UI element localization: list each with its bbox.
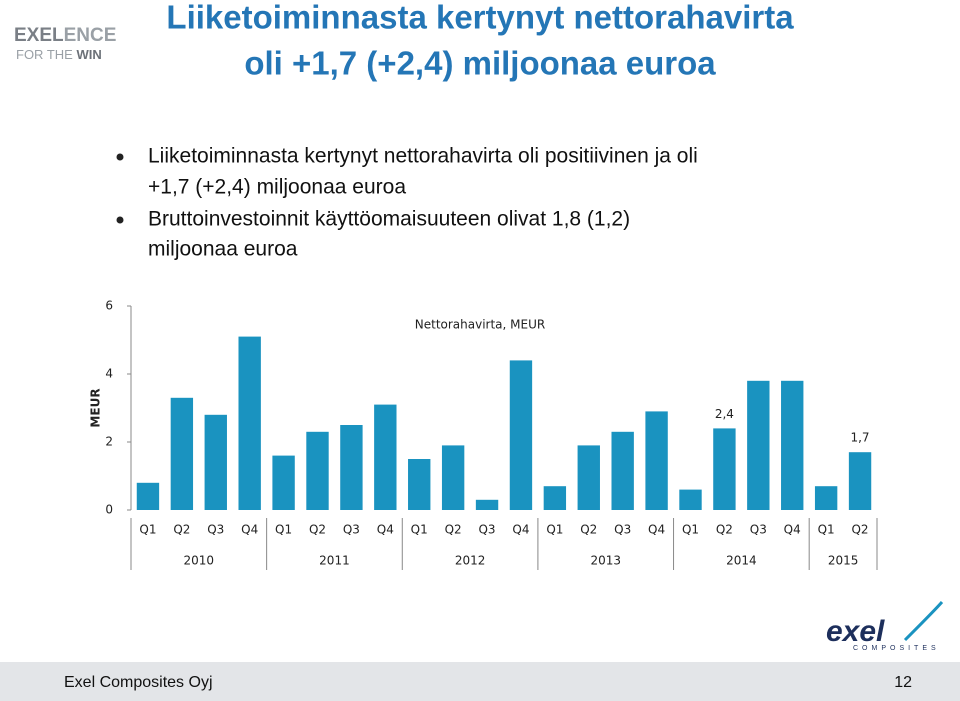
x-tick-label: Q2 xyxy=(716,523,733,537)
bar xyxy=(645,411,668,510)
x-group-label: 2011 xyxy=(319,554,350,568)
x-tick-label: Q1 xyxy=(682,523,699,537)
chart: Nettorahavirta, MEUR MEUR 0 2 4 6 Q1 Q2 Q3 Q4 20… xyxy=(89,299,878,570)
x-tick-label: Q4 xyxy=(784,523,801,537)
bar xyxy=(509,360,533,510)
bar xyxy=(814,486,838,510)
x-group-label: 2012 xyxy=(455,554,486,568)
bar xyxy=(408,459,431,510)
data-label: 1,7 xyxy=(850,431,869,445)
x-tick-label: Q3 xyxy=(614,523,631,537)
x-tick-label: Q3 xyxy=(478,523,495,537)
brand-sub: COMPOSITES xyxy=(853,645,940,652)
bullet-text: Bruttoinvestoinnit käyttöomaisuuteen oli… xyxy=(148,208,630,231)
x-tick-label: Q4 xyxy=(377,523,394,537)
x-tick-label: Q2 xyxy=(851,523,868,537)
x-tick-label: Q2 xyxy=(173,523,190,537)
x-tick-label: Q3 xyxy=(750,523,767,537)
footer-bar xyxy=(0,662,960,701)
x-tick-label: Q4 xyxy=(241,523,258,537)
x-tick-label: Q1 xyxy=(411,523,428,537)
bar xyxy=(611,431,634,510)
y-axis-label: MEUR xyxy=(89,388,103,427)
title-line: Liiketoiminnasta kertynyt nettorahavirta xyxy=(166,0,794,36)
bar xyxy=(577,445,600,510)
bar xyxy=(713,428,736,510)
bullet-dot xyxy=(116,153,124,161)
brand-name: exel xyxy=(826,615,885,648)
bar xyxy=(170,397,194,510)
y-tick-label: 6 xyxy=(105,299,113,313)
title-line: oli +1,7 (+2,4) miljoonaa euroa xyxy=(244,45,716,82)
x-tick-label: Q1 xyxy=(818,523,835,537)
y-tick-label: 2 xyxy=(105,435,113,449)
x-tick-label: Q4 xyxy=(648,523,665,537)
bar xyxy=(204,414,227,510)
y-tick-label: 4 xyxy=(105,367,113,381)
bar xyxy=(781,380,804,510)
data-label: 2,4 xyxy=(715,407,734,421)
bar xyxy=(374,404,397,510)
y-tick-label: 0 xyxy=(105,503,113,517)
x-tick-label: Q3 xyxy=(343,523,360,537)
footer-page: 12 xyxy=(894,674,912,691)
bar xyxy=(475,499,499,510)
x-tick-label: Q2 xyxy=(580,523,597,537)
bar xyxy=(543,486,567,510)
x-tick-label: Q3 xyxy=(207,523,224,537)
logo-top: EXELENCE xyxy=(14,25,116,46)
x-group-label: 2010 xyxy=(184,554,215,568)
bullet-text: Liiketoiminnasta kertynyt nettorahavirta… xyxy=(148,145,698,168)
x-tick-label: Q2 xyxy=(445,523,462,537)
bar xyxy=(306,431,329,510)
x-tick-label: Q1 xyxy=(275,523,292,537)
x-tick-label: Q1 xyxy=(139,523,156,537)
bar xyxy=(238,336,261,510)
x-group-label: 2015 xyxy=(828,554,859,568)
logo-swoosh xyxy=(903,601,944,642)
bullet-dot xyxy=(116,216,124,224)
bullet-text: miljoonaa euroa xyxy=(148,238,298,261)
bar xyxy=(136,482,160,510)
bar xyxy=(441,445,465,510)
bar xyxy=(340,425,363,510)
chart-title: Nettorahavirta, MEUR xyxy=(415,318,545,332)
x-group-label: 2013 xyxy=(590,554,621,568)
x-tick-label: Q4 xyxy=(512,523,529,537)
logo-bottom: FOR THE WIN xyxy=(16,47,102,62)
x-tick-label: Q1 xyxy=(546,523,563,537)
bullet-text: +1,7 (+2,4) miljoonaa euroa xyxy=(148,176,406,199)
x-group-label: 2014 xyxy=(726,554,757,568)
bar xyxy=(747,380,770,510)
bar xyxy=(679,489,702,510)
brand-logo: exel COMPOSITES xyxy=(826,601,944,652)
bar xyxy=(272,455,295,510)
x-tick-label: Q2 xyxy=(309,523,326,537)
footer-company: Exel Composites Oyj xyxy=(64,674,213,691)
bar xyxy=(848,452,872,510)
